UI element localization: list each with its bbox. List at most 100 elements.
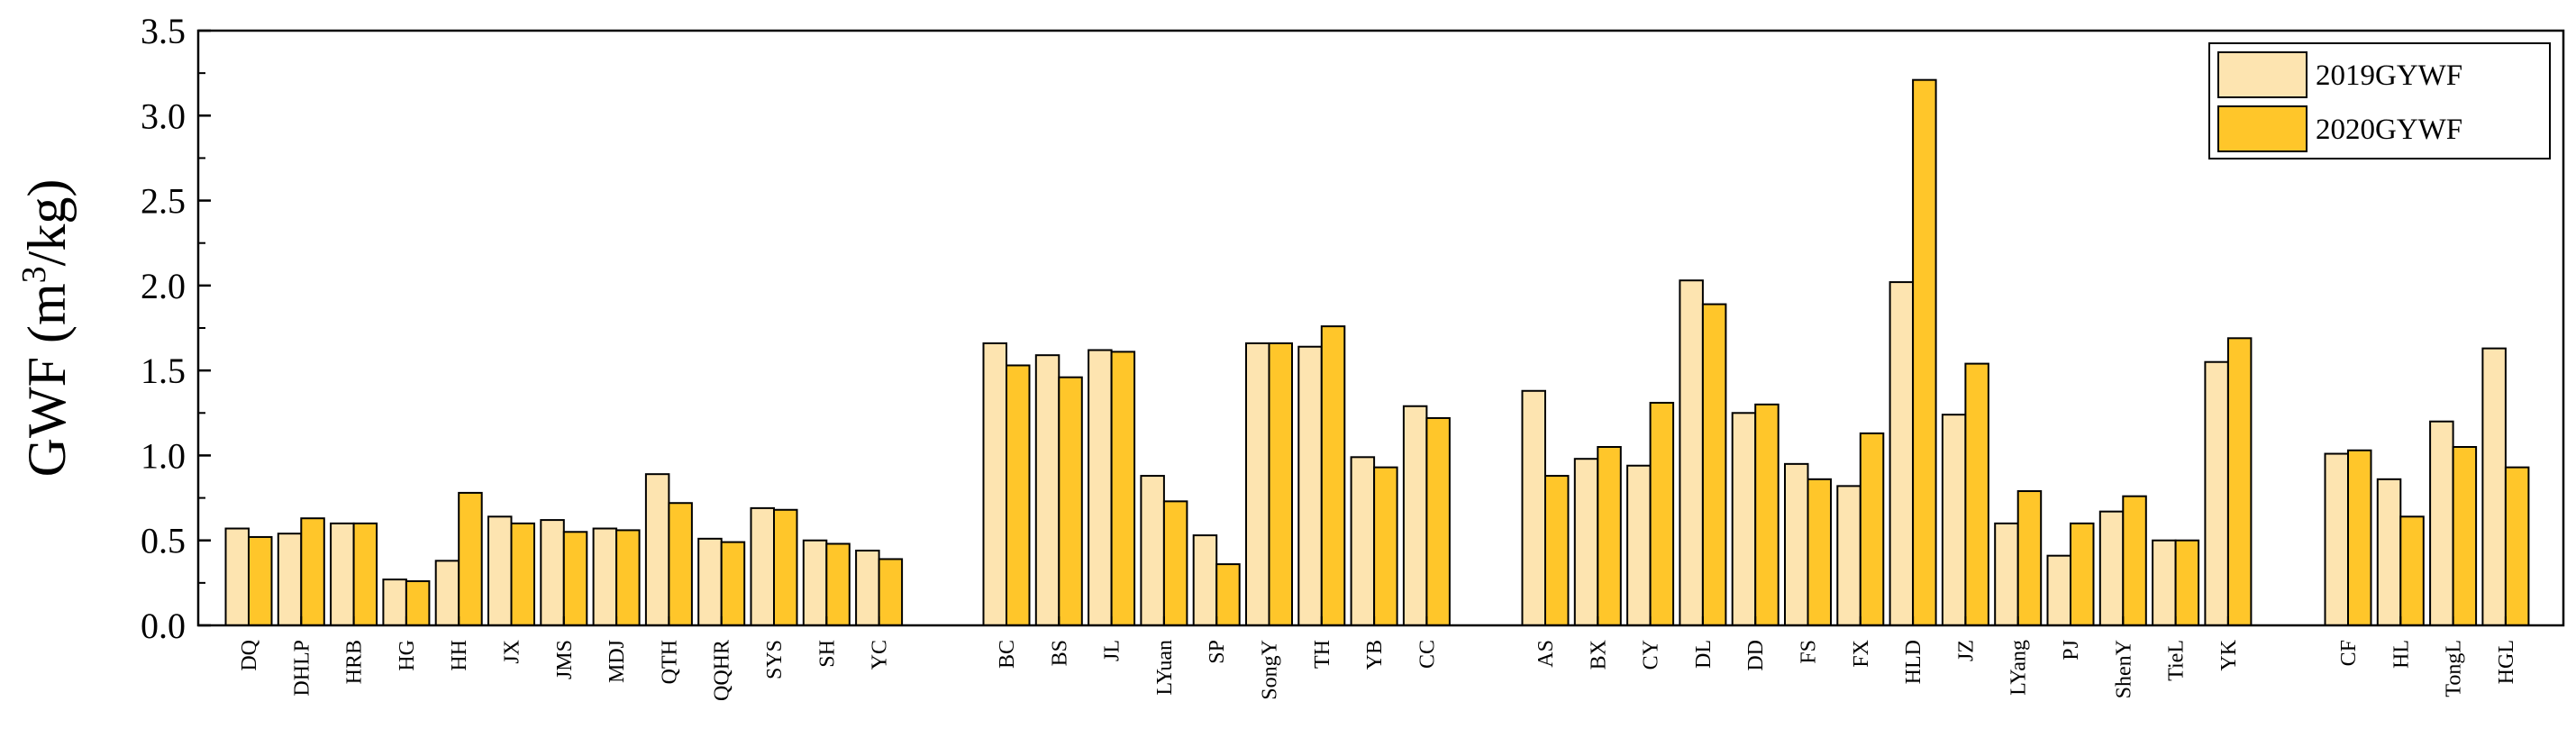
legend-swatch-2019GYWF xyxy=(2217,51,2307,98)
bar-2020GYWF-ShenY xyxy=(2122,495,2147,627)
bar-2019GYWF-YC xyxy=(855,550,880,626)
legend-swatch-2020GYWF xyxy=(2217,105,2307,152)
bar-2019GYWF-SYS xyxy=(750,506,775,627)
x-category-label: ShenY xyxy=(2112,640,2135,698)
x-category-label: JMS xyxy=(553,640,577,679)
bar-2019GYWF-BS xyxy=(1034,354,1060,626)
x-category-label: YK xyxy=(2217,639,2241,670)
x-category-label: YC xyxy=(869,640,892,670)
y-tick-label: 1.5 xyxy=(141,351,186,391)
bar-2020GYWF-HG xyxy=(405,579,431,627)
bar-2019GYWF-LYang xyxy=(1994,522,2019,626)
x-category-label: SP xyxy=(1206,640,1229,664)
bar-2020GYWF-HL xyxy=(2399,515,2425,626)
bar-2020GYWF-CY xyxy=(1649,401,1675,626)
x-category-label: TongL xyxy=(2443,640,2466,697)
bar-2020GYWF-CC xyxy=(1425,416,1451,627)
bar-2020GYWF-DHLP xyxy=(300,517,325,627)
legend-label-2019GYWF: 2019GYWF xyxy=(2316,59,2462,92)
bar-2019GYWF-HH xyxy=(434,560,460,626)
bar-2020GYWF-BS xyxy=(1058,376,1083,626)
bar-2020GYWF-DQ xyxy=(248,535,273,627)
x-category-label: LYuan xyxy=(1153,640,1177,696)
bar-2019GYWF-JL xyxy=(1088,349,1113,626)
y-axis-label-main: GWF (m xyxy=(17,283,77,477)
x-category-label: SH xyxy=(815,640,839,668)
x-category-label: FS xyxy=(1798,640,1821,664)
bar-2020GYWF-FS xyxy=(1807,478,1832,626)
y-axis: 0.0 0.5 1.0 1.5 2.0 2.5 3.0 3.5 xyxy=(141,11,211,646)
bar-2019GYWF-QTH xyxy=(644,473,670,627)
bar-2019GYWF-YK xyxy=(2204,360,2229,626)
x-category-label: HH xyxy=(448,640,471,671)
x-category-label: MDJ xyxy=(605,640,629,683)
y-axis-label-tail: /kg) xyxy=(17,179,77,267)
bar-2019GYWF-LYuan xyxy=(1140,475,1165,626)
bar-2019GYWF-HRB xyxy=(330,522,355,626)
y-tick-label: 3.5 xyxy=(141,11,186,51)
bar-2019GYWF-DQ xyxy=(224,527,250,626)
x-category-label: JZ xyxy=(1954,640,1978,661)
bar-2019GYWF-JZ xyxy=(1941,414,1967,626)
bar-2019GYWF-HL xyxy=(2376,478,2402,626)
bar-2019GYWF-SP xyxy=(1192,534,1218,626)
bar-2020GYWF-TongL xyxy=(2452,446,2478,626)
x-category-label: AS xyxy=(1534,640,1558,668)
bar-2020GYWF-QQHR xyxy=(720,541,746,626)
bar-2020GYWF-JL xyxy=(1110,351,1136,626)
bar-2019GYWF-QQHR xyxy=(697,537,723,626)
x-category-label: QQHR xyxy=(711,640,734,701)
bar-2020GYWF-AS xyxy=(1544,475,1570,626)
bar-2020GYWF-YK xyxy=(2226,337,2253,626)
bar-2020GYWF-BC xyxy=(1006,364,1031,626)
x-axis: DQ DHLP HRB HG HH JX JMS MDJ QTH QQHR SYS SH YC BC BS J… xyxy=(238,616,2518,701)
bar-2019GYWF-HG xyxy=(382,579,407,626)
bar-2019GYWF-JMS xyxy=(540,519,565,626)
x-category-label: YB xyxy=(1363,640,1387,670)
bar-2020GYWF-SP xyxy=(1215,563,1241,626)
x-category-label: TH xyxy=(1311,640,1334,669)
bar-2020GYWF-JZ xyxy=(1964,362,1989,626)
bar-2019GYWF-TongL xyxy=(2429,420,2454,627)
bar-2019GYWF-BC xyxy=(982,342,1007,626)
bar-2020GYWF-TH xyxy=(1320,325,1346,626)
x-category-label: CY xyxy=(1640,640,1663,670)
bar-2019GYWF-CY xyxy=(1626,464,1652,626)
bar-2019GYWF-MDJ xyxy=(592,527,618,626)
x-category-label: HL xyxy=(2389,640,2413,669)
x-category-label: DQ xyxy=(238,640,261,671)
bar-2020GYWF-JMS xyxy=(562,531,588,626)
x-category-label: DL xyxy=(1692,640,1716,669)
y-tick-label: 2.0 xyxy=(141,266,186,306)
x-category-label: HRB xyxy=(343,640,367,684)
bar-2019GYWF-AS xyxy=(1521,389,1546,626)
legend: 2019GYWF 2020GYWF xyxy=(2208,42,2551,159)
x-category-label: HLD xyxy=(1902,640,1925,684)
bar-2019GYWF-DL xyxy=(1679,279,1704,626)
bar-2020GYWF-SongY xyxy=(1268,342,1293,626)
bar-2020GYWF-TieL xyxy=(2174,539,2200,627)
bar-2020GYWF-LYang xyxy=(2016,490,2043,626)
bar-2020GYWF-FX xyxy=(1859,432,1885,626)
y-tick-label: 3.0 xyxy=(141,96,186,136)
bar-2020GYWF-DD xyxy=(1754,403,1780,626)
x-category-label: TieL xyxy=(2165,640,2189,681)
bar-2019GYWF-ShenY xyxy=(2098,510,2125,627)
bar-2019GYWF-TH xyxy=(1297,345,1323,626)
y-tick-label: 0.5 xyxy=(141,521,186,561)
bar-2020GYWF-SH xyxy=(825,542,851,626)
x-category-label: FX xyxy=(1850,640,1873,668)
bar-2020GYWF-BX xyxy=(1597,446,1622,626)
bar-2019GYWF-FS xyxy=(1784,462,1809,626)
bar-2020GYWF-LYuan xyxy=(1162,500,1188,626)
y-axis-label-superscript: 3 xyxy=(15,266,53,283)
bar-2020GYWF-HH xyxy=(458,491,483,627)
x-category-label: JX xyxy=(501,640,524,664)
y-tick-label: 1.0 xyxy=(141,435,186,476)
x-category-label: CC xyxy=(1415,640,1439,669)
bar-2019GYWF-PJ xyxy=(2046,554,2071,627)
x-category-label: QTH xyxy=(658,640,681,684)
bar-2020GYWF-YB xyxy=(1373,466,1398,627)
bar-2019GYWF-HGL xyxy=(2481,347,2507,626)
x-category-label: BX xyxy=(1587,640,1610,670)
